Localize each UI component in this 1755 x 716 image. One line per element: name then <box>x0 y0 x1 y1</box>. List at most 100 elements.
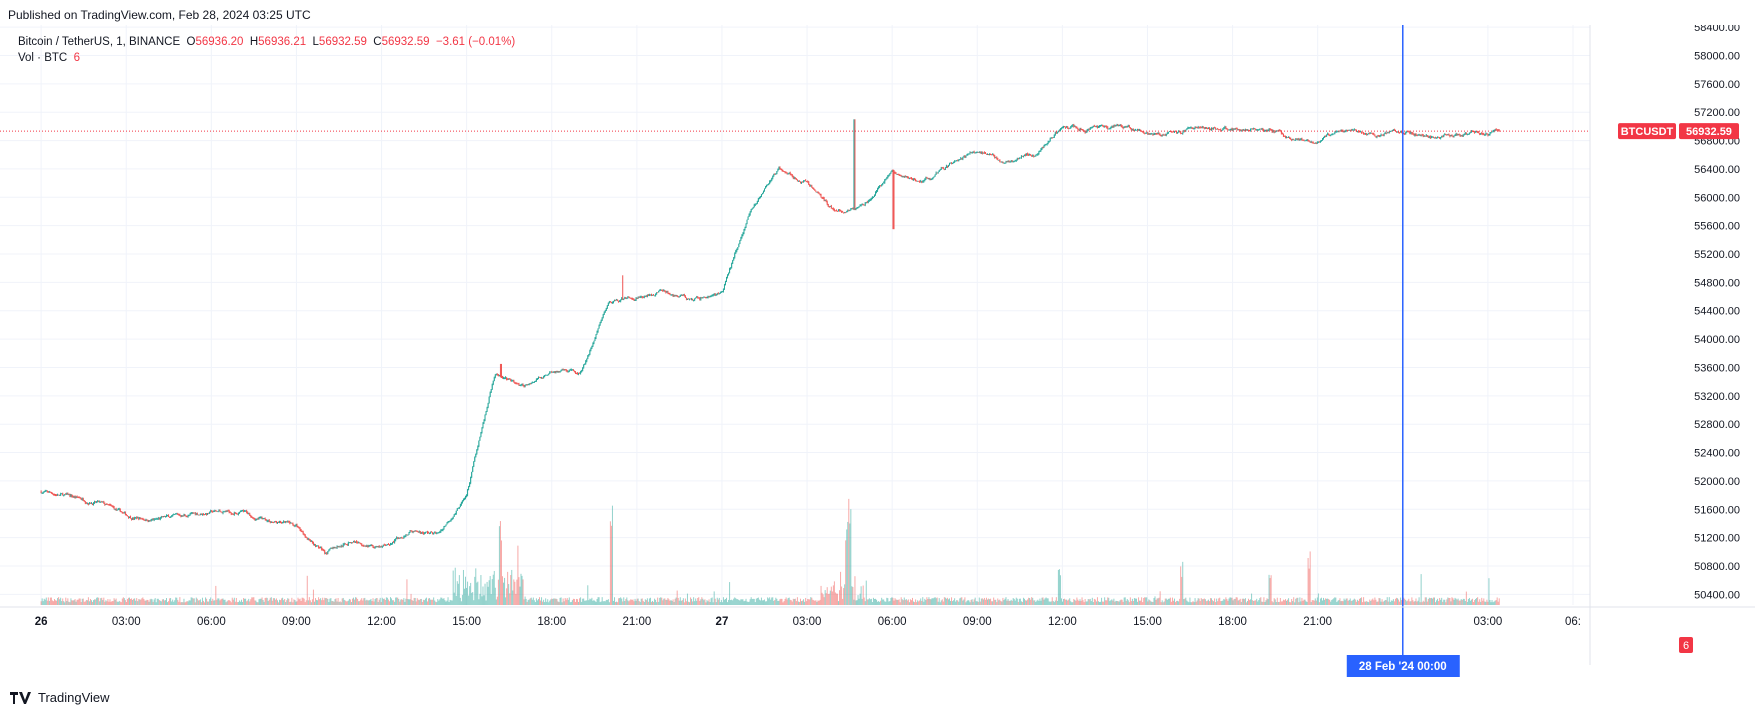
volume-bar <box>185 601 187 605</box>
candle-body <box>557 371 559 373</box>
candle-body <box>855 208 857 210</box>
volume-bar <box>67 598 69 605</box>
last-price-badge: 56932.59 <box>1679 123 1739 140</box>
price-tick-label: 52800.00 <box>1694 419 1740 431</box>
volume-bar <box>851 586 853 605</box>
candle-body <box>1284 135 1285 137</box>
candle-body <box>150 519 152 521</box>
volume-bar <box>1156 598 1158 605</box>
candle-body <box>816 192 818 193</box>
volume-bar <box>1258 600 1260 605</box>
candle-body <box>864 202 866 205</box>
volume-bar <box>1435 602 1437 605</box>
candle-body <box>824 200 826 202</box>
candle-body <box>962 157 964 160</box>
volume-bar <box>1379 598 1381 605</box>
candle-body <box>434 532 436 534</box>
volume-bar <box>556 599 558 605</box>
candle-body <box>311 541 313 543</box>
candle-body <box>401 537 403 539</box>
volume-bar <box>163 600 165 605</box>
candles <box>40 119 1500 555</box>
volume-bar <box>1129 597 1131 605</box>
candle-body <box>293 524 295 526</box>
volume-bar <box>444 600 446 605</box>
candle-body <box>1049 138 1051 142</box>
volume-bar <box>1325 598 1327 605</box>
volume-bar <box>1070 601 1072 605</box>
candle-body <box>177 513 179 515</box>
candle-body <box>637 296 639 299</box>
volume-bar <box>1390 600 1392 605</box>
volume-bar <box>1333 598 1335 605</box>
candle-body <box>970 152 972 154</box>
chart-area[interactable]: 50400.0050800.0051200.0051600.0052000.00… <box>0 25 1755 680</box>
candle-body <box>926 177 928 179</box>
volume-bar <box>923 601 925 605</box>
candle-body <box>584 363 586 365</box>
volume-bar <box>1300 601 1302 605</box>
volume-bar <box>1317 593 1319 605</box>
candle-body <box>556 371 558 373</box>
candle-body <box>465 496 466 499</box>
volume-bar <box>48 600 50 605</box>
volume-bar <box>704 599 706 605</box>
volume-bar <box>449 599 451 605</box>
volume-bar <box>1380 601 1382 605</box>
candle-body <box>583 364 585 368</box>
candle-body <box>522 384 524 387</box>
time-tick-label: 12:00 <box>367 616 396 628</box>
candle-body <box>464 498 465 500</box>
volume-bar <box>318 597 320 605</box>
volume-bar <box>1000 601 1002 605</box>
volume-bar <box>925 600 927 605</box>
candle-body <box>1293 139 1295 141</box>
candle-body <box>506 377 508 380</box>
candle-body <box>700 297 702 300</box>
volume-bar <box>1028 597 1030 605</box>
candle-body <box>1494 129 1496 131</box>
volume-bar <box>937 601 939 605</box>
candle-body <box>192 512 194 514</box>
volume-bar <box>65 597 67 605</box>
volume-bar <box>1312 600 1314 605</box>
volume-bar <box>1059 575 1061 605</box>
volume-bar <box>637 598 639 605</box>
volume-bar <box>1365 601 1367 605</box>
volume-bar <box>713 591 715 605</box>
volume-bar <box>366 599 368 605</box>
candle-body <box>449 520 451 522</box>
volume-bar <box>168 601 170 605</box>
tradingview-logo[interactable]: TradingView <box>10 690 110 705</box>
volume-bar <box>201 597 203 605</box>
volume-bar <box>631 600 633 605</box>
volume-bar <box>1278 601 1280 605</box>
volume-bar <box>1310 601 1312 605</box>
volume-bar <box>1270 575 1272 605</box>
volume-bar <box>822 594 824 605</box>
volume-bar <box>987 599 989 605</box>
candle-body <box>495 373 497 376</box>
candle-body <box>1460 135 1462 137</box>
candle-body <box>53 494 54 495</box>
volume-bar <box>1493 601 1495 605</box>
candle-body <box>190 513 192 515</box>
candle-body <box>881 184 883 186</box>
candle-body <box>1209 128 1210 130</box>
volume-bar <box>1330 601 1332 605</box>
candle-body <box>740 237 742 241</box>
volume-bar <box>489 576 491 605</box>
candle-body <box>851 208 853 210</box>
volume-bar <box>1074 599 1076 605</box>
candle-body <box>59 494 61 496</box>
candle-body <box>1373 133 1375 135</box>
volume-bar <box>192 598 194 605</box>
candle-body <box>646 294 648 297</box>
candle-body <box>560 370 562 372</box>
candle-body <box>374 547 376 549</box>
volume-bar <box>1496 597 1498 605</box>
volume-bar <box>888 601 890 605</box>
candle-body <box>1429 136 1431 138</box>
candle-body <box>702 297 704 299</box>
candle-body <box>965 155 967 157</box>
